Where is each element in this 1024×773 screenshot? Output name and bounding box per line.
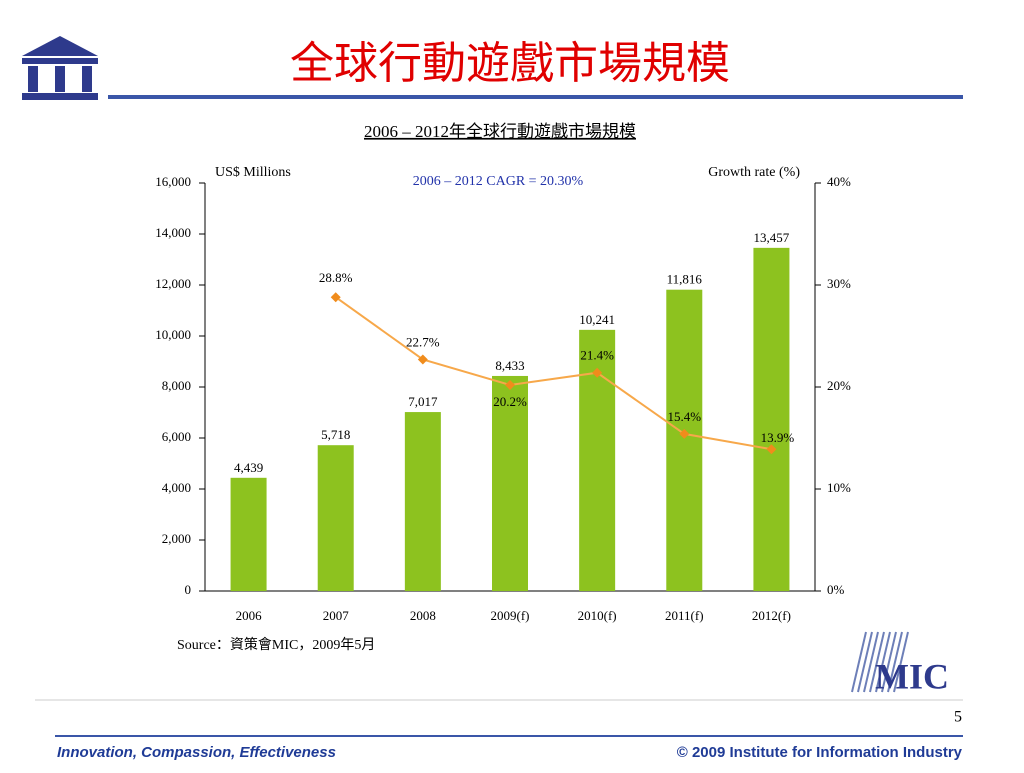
bar [404,412,441,591]
x-tick-label: 2007 [323,608,350,623]
bar [492,375,528,591]
line-value-label: 28.8% [319,270,353,285]
x-tick-label: 2009(f) [491,608,530,623]
line-value-label: 20.2% [493,394,527,409]
y-tick-label: 6,000 [162,429,191,444]
bar [753,247,790,591]
y-tick-label: 2,000 [162,531,191,546]
y2-tick-label: 20% [827,378,851,393]
y-tick-label: 8,000 [162,378,191,393]
y2-tick-label: 0% [827,582,845,597]
bar-value-label: 4,439 [234,460,263,475]
line-marker [330,292,341,303]
line-value-label: 15.4% [667,409,701,424]
source: Source：資策會MIC，2009年5月 [177,636,375,653]
line-marker [679,428,690,439]
y2-axis-label: Growth rate (%) [708,165,800,180]
y-tick-label: 0 [185,582,192,597]
x-tick-label: 2008 [410,608,436,623]
x-tick-label: 2010(f) [578,608,617,623]
bar [666,289,703,591]
y-tick-label: 12,000 [155,276,191,291]
mic-logo: MIC [851,631,949,696]
footer-left: Innovation, Compassion, Effectiveness [57,744,336,761]
bar-value-label: 8,433 [495,358,524,373]
x-tick-label: 2011(f) [665,608,704,623]
x-tick-label: 2006 [236,608,263,623]
line-marker [505,379,515,390]
y-tick-label: 16,000 [155,174,191,189]
line-marker [417,354,428,365]
annotation: 2006 – 2012 CAGR = 20.30% [413,174,584,189]
bar [230,477,267,591]
line-marker [766,444,777,455]
page-number: 5 [954,709,962,726]
footer-right: © 2009 Institute for Information Industr… [677,744,963,761]
y-tick-label: 4,000 [162,480,191,495]
x-tick-label: 2012(f) [752,608,791,623]
line-value-label: 21.4% [580,348,614,363]
iii-logo [22,36,98,100]
slide-title: 全球行動遊戲市場規模 [290,39,730,88]
line-value-label: 13.9% [761,430,795,445]
y2-tick-label: 30% [827,276,851,291]
mic-logo-text: MIC [875,656,949,696]
y-tick-label: 10,000 [155,327,191,342]
y2-tick-label: 10% [827,480,851,495]
chart-title: 2006 – 2012年全球行動遊戲市場規模 [364,122,636,141]
bar-value-label: 5,718 [321,427,350,442]
bar-value-label: 11,816 [667,272,703,287]
y-axis-label: US$ Millions [215,165,291,180]
growth-line [335,296,772,451]
line-marker [592,367,603,378]
bar-value-label: 10,241 [579,312,615,327]
bar [317,445,354,591]
y-tick-label: 14,000 [155,225,191,240]
y2-tick-label: 40% [827,174,851,189]
line-value-label: 22.7% [406,334,440,349]
bar-value-label: 13,457 [754,230,790,245]
bar-value-label: 7,017 [408,394,438,409]
